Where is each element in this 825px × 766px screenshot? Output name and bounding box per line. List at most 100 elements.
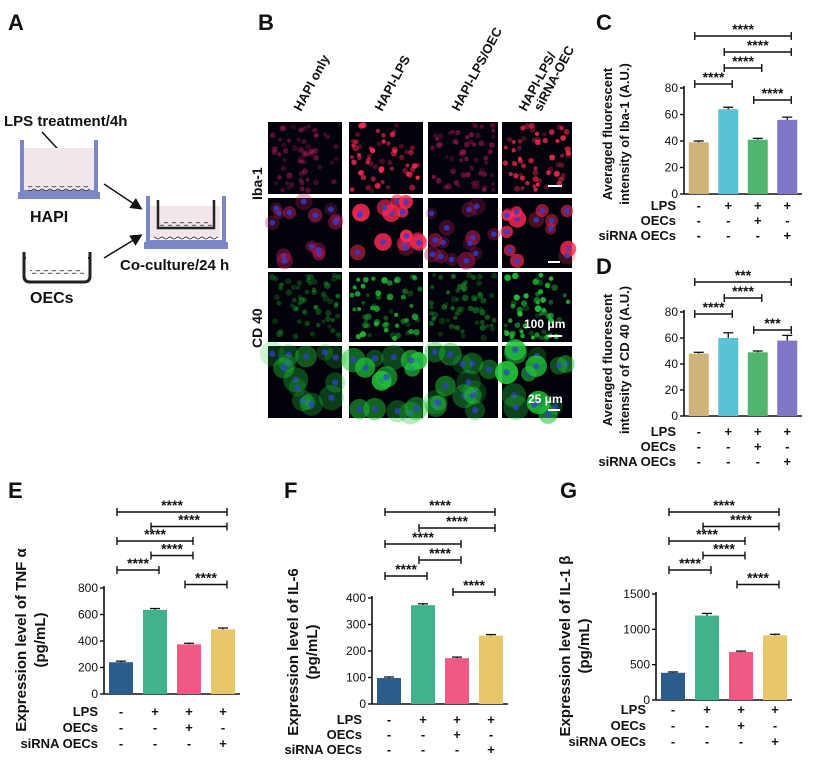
treatment-sign: + xyxy=(487,742,495,757)
nucleus xyxy=(302,353,310,360)
cell xyxy=(358,169,365,176)
cell xyxy=(468,165,475,172)
nucleus xyxy=(371,405,378,413)
micrograph xyxy=(349,194,428,268)
cell xyxy=(280,165,287,172)
treatment-sign: - xyxy=(489,727,493,742)
y-tick-label: 200 xyxy=(346,644,366,658)
cell xyxy=(354,291,361,297)
cell xyxy=(402,167,408,174)
cell xyxy=(269,132,276,138)
cell xyxy=(408,328,414,335)
treatment-sign: + xyxy=(754,198,762,213)
cell xyxy=(532,184,537,189)
cell xyxy=(278,328,284,334)
treatment-sign: + xyxy=(151,704,159,719)
cell xyxy=(384,321,389,327)
cell xyxy=(478,140,485,147)
cell xyxy=(465,171,471,178)
nucleus xyxy=(510,392,518,399)
treatment-label: OECs xyxy=(641,439,676,454)
cell xyxy=(358,122,365,129)
micrograph xyxy=(268,122,342,194)
cell xyxy=(313,155,319,161)
cell xyxy=(481,187,487,193)
significance-label: **** xyxy=(703,299,725,315)
cell xyxy=(534,332,540,338)
cell xyxy=(547,317,554,324)
cell xyxy=(324,316,331,322)
cell xyxy=(454,140,459,145)
nucleus xyxy=(407,409,414,417)
cell xyxy=(370,176,376,182)
nucleus xyxy=(332,219,339,225)
cell xyxy=(305,187,311,194)
nucleus xyxy=(465,378,472,386)
cell xyxy=(405,330,411,336)
cell xyxy=(405,163,410,168)
nucleus xyxy=(394,198,401,204)
cell xyxy=(516,310,523,316)
cell xyxy=(565,299,571,305)
y-tick-label: 60 xyxy=(665,108,679,122)
treatment-sign: - xyxy=(697,228,701,243)
panel-label-d: D xyxy=(596,254,612,279)
cell xyxy=(331,179,337,185)
cell xyxy=(374,318,381,325)
y-axis-label: Averaged fluorescent xyxy=(600,293,615,426)
cell xyxy=(366,153,372,159)
treatment-sign: - xyxy=(726,454,730,469)
cell xyxy=(508,318,513,323)
y-tick-label: 0 xyxy=(671,409,678,423)
cell xyxy=(311,289,317,296)
cell xyxy=(351,159,357,165)
cell xyxy=(392,335,398,341)
cell xyxy=(313,305,318,310)
y-axis-label: intensity of CD 40 (A.U.) xyxy=(617,286,632,434)
cell xyxy=(545,313,552,320)
y-tick-label: 200 xyxy=(78,661,98,675)
treatment-label: siRNA OECs xyxy=(568,734,646,749)
cell xyxy=(487,149,493,155)
lps-treatment-label: LPS treatment/4h xyxy=(4,113,127,130)
cell xyxy=(490,122,497,129)
treatment-sign: + xyxy=(453,727,461,742)
cell xyxy=(412,275,418,281)
micrograph xyxy=(424,197,501,270)
treatment-sign: - xyxy=(739,734,743,749)
cell xyxy=(455,297,460,302)
cell xyxy=(489,122,495,128)
cell xyxy=(305,143,312,150)
cell xyxy=(511,272,519,280)
cell xyxy=(463,280,468,285)
significance-label: **** xyxy=(395,561,417,577)
treatment-sign: - xyxy=(785,439,789,454)
micrograph xyxy=(349,272,423,342)
y-tick-label: 60 xyxy=(665,331,679,345)
nucleus xyxy=(276,210,282,216)
cell xyxy=(282,148,289,154)
cell xyxy=(551,284,558,291)
nucleus xyxy=(555,362,562,369)
cell xyxy=(296,137,301,142)
cell xyxy=(278,137,283,142)
significance-label: **** xyxy=(161,497,183,513)
cell xyxy=(478,306,484,312)
nucleus xyxy=(357,212,363,218)
cell xyxy=(468,139,473,144)
cell xyxy=(322,294,330,302)
cell xyxy=(273,294,280,301)
cell xyxy=(278,286,283,291)
bar xyxy=(377,678,401,704)
cell xyxy=(472,306,480,314)
panel-label-b: B xyxy=(258,10,274,35)
bar xyxy=(688,353,709,416)
significance-label: **** xyxy=(127,555,149,571)
cell xyxy=(360,283,366,289)
treatment-sign: - xyxy=(387,727,391,742)
cell xyxy=(394,323,400,328)
nucleus xyxy=(280,364,287,372)
cell xyxy=(539,335,546,341)
cell xyxy=(408,149,414,156)
cell xyxy=(324,282,331,289)
